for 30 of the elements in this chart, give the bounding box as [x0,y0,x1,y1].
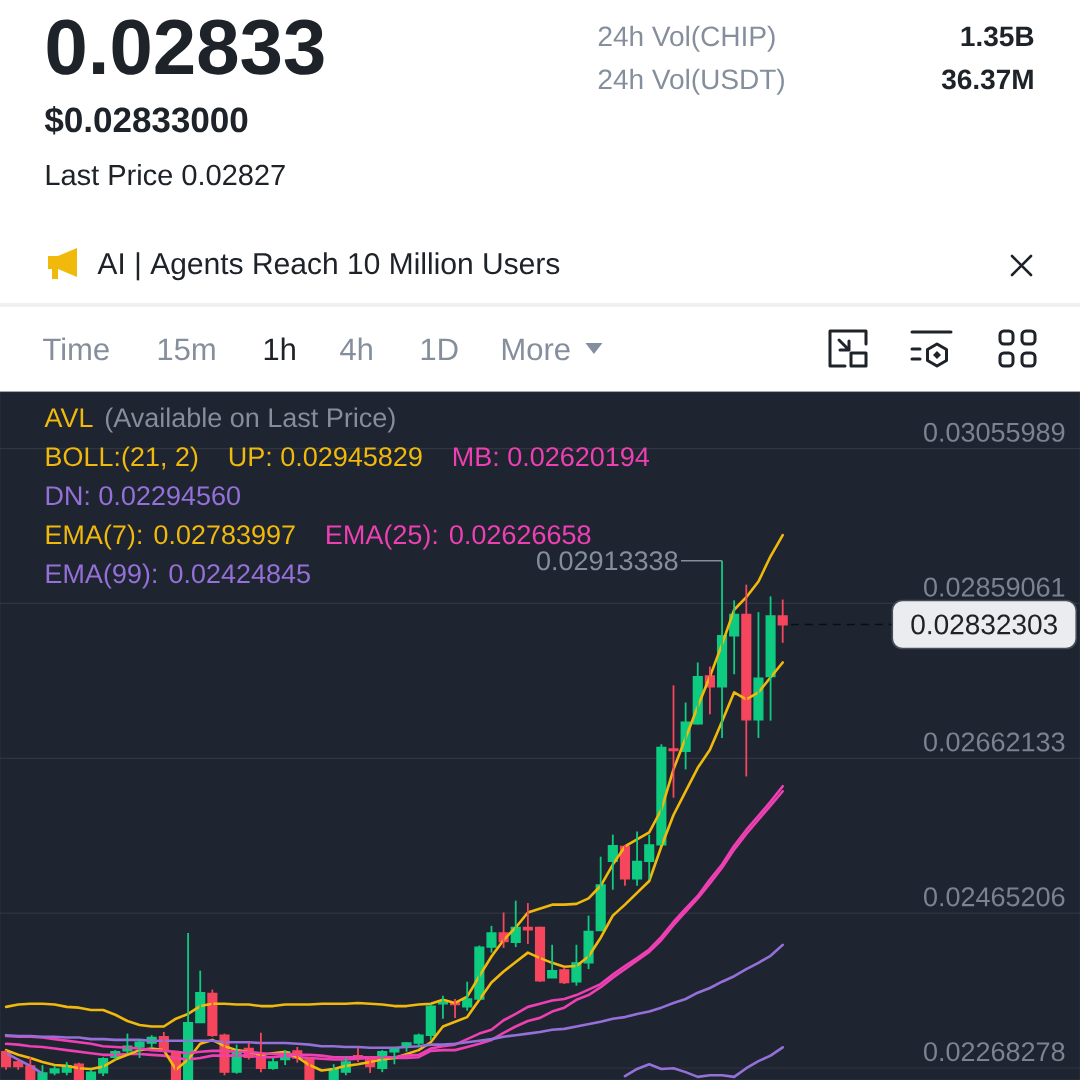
chart-subtitle: $0.02833000 [44,106,248,135]
text: AI | Agents Reach 10 Million Users [97,252,560,281]
ref-line-label: 0.02832303 [911,614,1057,635]
y-tick-label: 0.02859061 [924,577,1065,597]
annotation: EMA(7): 0.02783997 [46,524,295,550]
annotation: DN: 0.02294560 [46,486,240,506]
text: Time [43,337,109,361]
y-tick-label: 0.02662133 [924,732,1065,752]
text: Last Price 0.02827 [46,164,285,186]
text: 1D [421,338,458,360]
y-tick-label: 0.02268278 [924,1042,1065,1062]
text: More [502,338,570,361]
annotation: MB: 0.02620194 [453,447,650,467]
text: 1.35B [961,26,1034,47]
y-tick-label: 0.02465206 [924,887,1065,907]
chart-title: 0.02833 [47,19,324,75]
text: 36.37M [941,69,1033,90]
text: 4h [340,337,372,360]
text: 15m [158,338,215,361]
annotation: EMA(25): 0.02626658 [327,524,591,550]
annotation: UP: 0.02945829 [229,447,422,467]
text: 24h Vol(CHIP) [598,25,775,52]
annotation: AVL [44,408,93,427]
y-tick-label: 0.03055989 [924,422,1065,442]
annotation: (Available on Last Price) [105,407,395,433]
text: 24h Vol(USDT) [598,68,784,95]
annotation: EMA(99): 0.02424845 [46,563,310,589]
annotation: 0.02913338 [537,551,678,571]
annotation: BOLL:(21, 2) [46,446,198,472]
text: 1h [264,337,295,360]
